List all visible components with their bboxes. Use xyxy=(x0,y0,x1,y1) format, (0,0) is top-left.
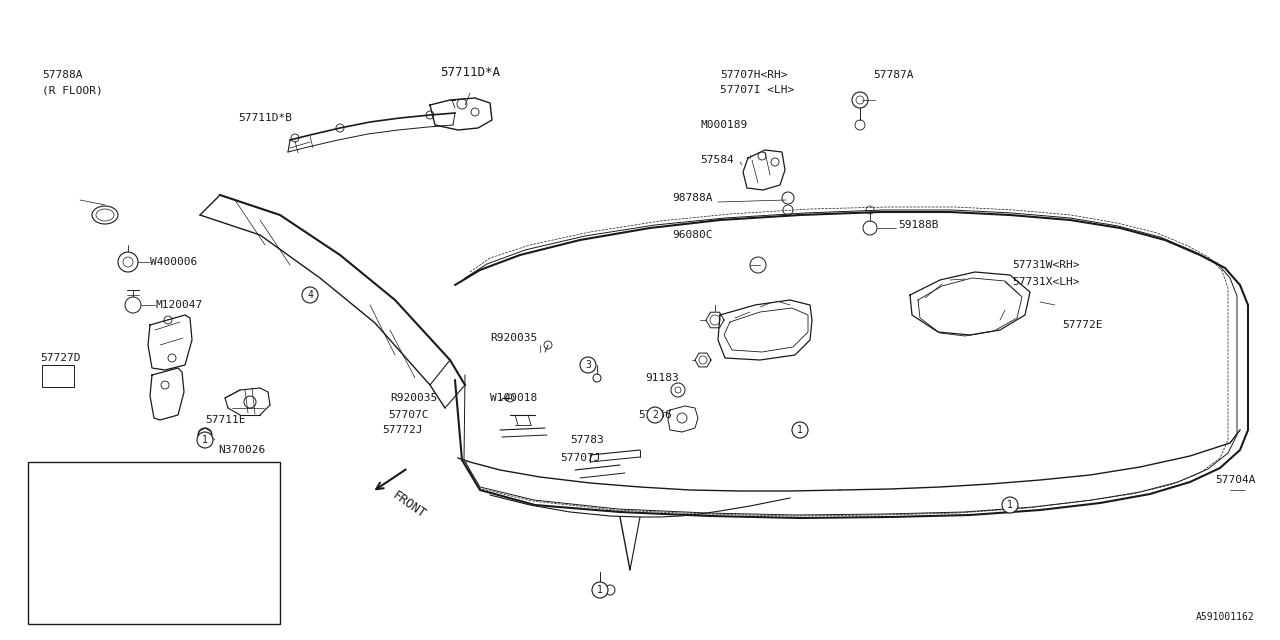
Text: W100018: W100018 xyxy=(490,393,538,403)
Circle shape xyxy=(580,357,596,373)
Circle shape xyxy=(1002,497,1018,513)
Circle shape xyxy=(82,502,99,518)
Text: R920035: R920035 xyxy=(390,393,438,403)
Text: 57584: 57584 xyxy=(700,155,733,165)
Text: 57704A: 57704A xyxy=(1215,475,1256,485)
Text: N: N xyxy=(87,506,92,515)
Text: 57707J: 57707J xyxy=(561,453,600,463)
Text: 57772J: 57772J xyxy=(381,425,422,435)
Text: M000189: M000189 xyxy=(700,120,748,130)
Text: 57711D*B: 57711D*B xyxy=(238,113,292,123)
Circle shape xyxy=(38,467,61,489)
Text: 2: 2 xyxy=(652,410,658,420)
Text: R920035: R920035 xyxy=(490,333,538,343)
Text: 57783: 57783 xyxy=(570,435,604,445)
Text: 98788A: 98788A xyxy=(672,193,713,203)
Circle shape xyxy=(593,582,608,598)
Text: 57707I <LH>: 57707I <LH> xyxy=(721,85,795,95)
Text: 57711E: 57711E xyxy=(205,415,246,425)
Text: 59188B: 59188B xyxy=(899,220,938,230)
Text: 57731X<LH>: 57731X<LH> xyxy=(1012,277,1079,287)
Text: 91183: 91183 xyxy=(645,373,678,383)
Text: A591001162: A591001162 xyxy=(1197,612,1254,622)
Circle shape xyxy=(125,297,141,313)
Text: 4: 4 xyxy=(307,290,312,300)
Text: 57787A: 57787A xyxy=(873,70,914,80)
Circle shape xyxy=(118,252,138,272)
Text: 1: 1 xyxy=(202,435,207,445)
Text: 4: 4 xyxy=(46,602,54,612)
Text: N023806000(2): N023806000(2) xyxy=(102,505,189,515)
Circle shape xyxy=(38,531,61,553)
Text: 57788A: 57788A xyxy=(42,70,82,80)
Circle shape xyxy=(38,596,61,618)
FancyBboxPatch shape xyxy=(28,462,280,624)
Text: 1: 1 xyxy=(1007,500,1012,510)
Text: 57766: 57766 xyxy=(637,410,672,420)
Circle shape xyxy=(646,407,663,423)
Text: 57707C: 57707C xyxy=(388,410,429,420)
Text: 57731W<RH>: 57731W<RH> xyxy=(1012,260,1079,270)
Text: M120047: M120047 xyxy=(155,300,202,310)
Circle shape xyxy=(82,599,99,615)
Text: 57765D <LH>: 57765D <LH> xyxy=(82,569,156,579)
Text: 2: 2 xyxy=(46,505,54,515)
Text: 1: 1 xyxy=(797,425,803,435)
Circle shape xyxy=(38,499,61,521)
Circle shape xyxy=(792,422,808,438)
Circle shape xyxy=(197,432,212,448)
Text: W140007: W140007 xyxy=(82,473,129,483)
Text: W400006: W400006 xyxy=(150,257,197,267)
Text: N370026: N370026 xyxy=(218,445,265,455)
Text: 1: 1 xyxy=(46,473,54,483)
Text: FRONT: FRONT xyxy=(390,489,429,521)
Circle shape xyxy=(302,287,317,303)
Circle shape xyxy=(671,383,685,397)
Text: 57765C <RH>: 57765C <RH> xyxy=(82,537,156,547)
Text: (R FLOOR): (R FLOOR) xyxy=(42,85,102,95)
Text: 3: 3 xyxy=(46,537,54,547)
Text: 57772E: 57772E xyxy=(1062,320,1102,330)
Text: 57727D: 57727D xyxy=(40,353,81,363)
Text: 57711D*A: 57711D*A xyxy=(440,65,500,79)
Text: 3: 3 xyxy=(585,360,591,370)
Text: N: N xyxy=(87,602,92,611)
FancyBboxPatch shape xyxy=(42,365,74,387)
Text: 1: 1 xyxy=(596,585,603,595)
Text: 57707H<RH>: 57707H<RH> xyxy=(721,70,787,80)
Text: N023808000(4): N023808000(4) xyxy=(102,602,189,612)
Ellipse shape xyxy=(92,206,118,224)
Text: 96080C: 96080C xyxy=(672,230,713,240)
